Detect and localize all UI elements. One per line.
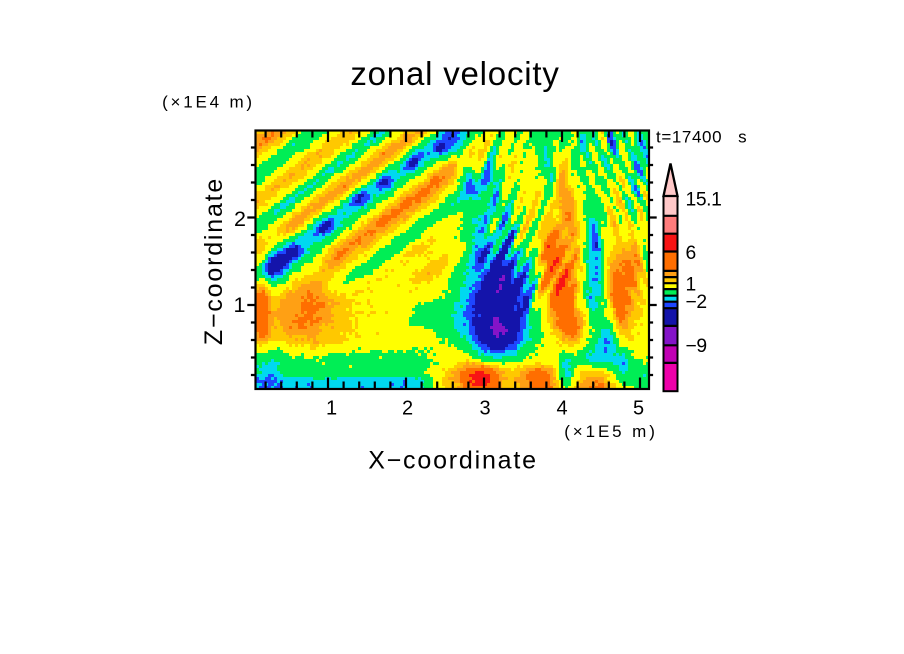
svg-text:Z−coordinate: Z−coordinate [200,177,228,345]
svg-text:(×1E4 m): (×1E4 m) [162,93,255,112]
svg-text:−2: −2 [686,292,707,313]
svg-text:2: 2 [234,207,246,231]
svg-text:zonal velocity: zonal velocity [350,55,559,92]
svg-text:6: 6 [686,243,696,264]
svg-text:3: 3 [479,398,490,420]
svg-text:2: 2 [402,398,413,420]
svg-text:1: 1 [686,274,696,295]
svg-text:1: 1 [326,398,337,420]
svg-text:X−coordinate: X−coordinate [368,447,538,475]
svg-text:1: 1 [234,293,246,317]
svg-text:4: 4 [556,398,567,420]
svg-text:(×1E5 m): (×1E5 m) [564,422,658,441]
svg-text:t=17400 s: t=17400 s [656,128,747,147]
svg-text:−9: −9 [686,336,707,357]
svg-text:15.1: 15.1 [686,190,722,211]
svg-text:5: 5 [633,398,644,420]
